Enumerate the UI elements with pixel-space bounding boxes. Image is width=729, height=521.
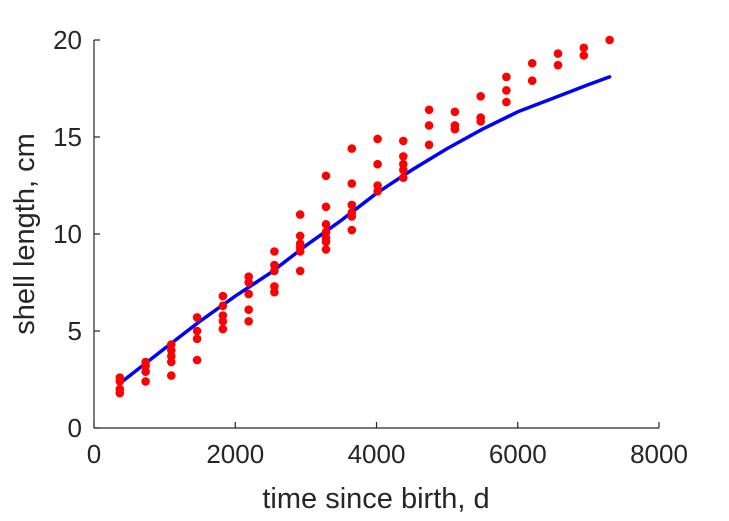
data-point: [295, 231, 305, 241]
data-point: [424, 121, 434, 130]
axes: 0 2000 4000 6000 8000 0 5 10 15 20: [53, 25, 688, 469]
data-point: [347, 179, 357, 188]
data-point: [141, 377, 150, 386]
data-point: [373, 134, 382, 144]
data-point: [476, 117, 486, 126]
x-tick-label: 8000: [630, 439, 688, 469]
data-point: [244, 305, 253, 315]
data-point: [450, 124, 460, 134]
data-point: [605, 35, 614, 45]
y-tick-label: 15: [53, 122, 82, 152]
data-point: [424, 105, 434, 115]
data-point: [192, 313, 202, 322]
x-tick-label: 4000: [348, 439, 406, 469]
data-point: [347, 212, 357, 221]
data-point: [347, 225, 357, 235]
data-point: [295, 247, 305, 256]
data-point: [244, 317, 253, 326]
data-point: [244, 278, 253, 287]
data-point: [192, 334, 202, 344]
plot-area: [115, 35, 614, 398]
data-point: [218, 317, 228, 326]
data-point: [218, 324, 228, 334]
y-tick-label: 5: [68, 316, 82, 346]
data-point: [373, 187, 382, 196]
data-point: [141, 367, 150, 377]
data-point: [270, 287, 279, 297]
data-point: [347, 200, 357, 210]
data-point: [167, 357, 176, 367]
data-point: [527, 76, 537, 85]
data-point: [502, 72, 511, 82]
data-point: [192, 355, 202, 365]
data-point: [502, 86, 511, 95]
data-point: [527, 59, 537, 68]
data-point: [321, 202, 331, 212]
data-point: [579, 43, 589, 53]
data-point: [373, 159, 382, 169]
x-tick-label: 0: [87, 439, 101, 469]
data-point: [321, 245, 331, 254]
data-point: [321, 237, 331, 247]
data-point: [399, 136, 408, 146]
data-point: [347, 144, 357, 153]
data-point: [553, 60, 563, 70]
data-point: [218, 291, 228, 301]
data-point: [295, 266, 305, 276]
data-point: [321, 171, 331, 181]
data-point: [579, 51, 589, 60]
data-point: [502, 97, 511, 107]
data-point: [295, 210, 305, 219]
x-tick-label: 2000: [206, 439, 264, 469]
data-point: [167, 371, 176, 380]
data-point: [270, 247, 279, 256]
y-tick-label: 20: [53, 25, 82, 55]
data-point: [399, 173, 408, 182]
data-point: [424, 140, 434, 150]
data-point: [321, 220, 331, 229]
data-point: [192, 326, 202, 336]
x-tick-label: 6000: [489, 439, 547, 469]
data-point: [399, 152, 408, 161]
data-point: [399, 165, 408, 175]
data-point: [270, 266, 279, 276]
y-axis-label: shell length, cm: [9, 133, 41, 335]
data-point: [115, 377, 125, 386]
data-point: [115, 388, 125, 398]
y-tick-label: 10: [53, 219, 82, 249]
data-point: [450, 107, 460, 117]
data-point: [553, 49, 563, 58]
data-point: [476, 92, 486, 101]
data-point: [244, 289, 253, 299]
y-tick-label: 0: [68, 413, 82, 443]
data-point: [218, 301, 228, 311]
data-point: [270, 260, 279, 270]
x-axis-label: time since birth, d: [262, 483, 489, 515]
